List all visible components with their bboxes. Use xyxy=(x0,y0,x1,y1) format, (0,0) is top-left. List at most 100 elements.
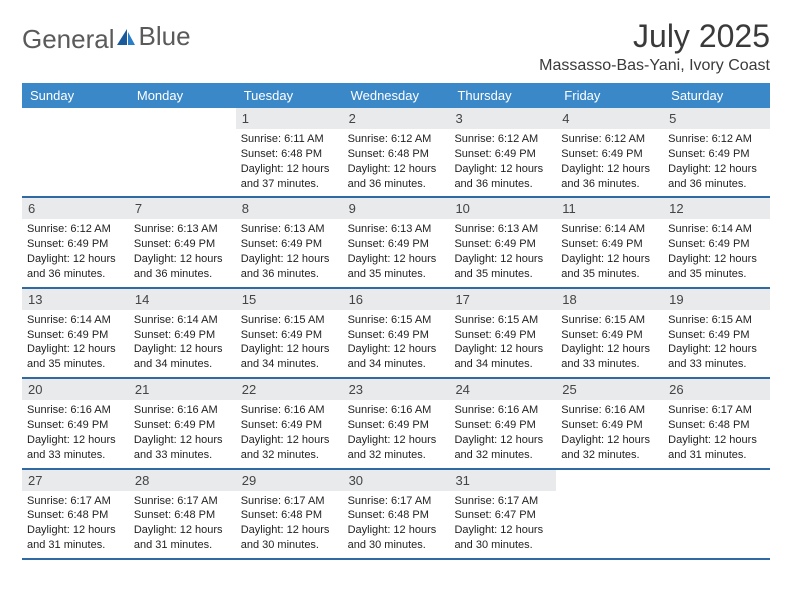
day-content: Sunrise: 6:16 AMSunset: 6:49 PMDaylight:… xyxy=(22,400,129,467)
day-cell: 29Sunrise: 6:17 AMSunset: 6:48 PMDayligh… xyxy=(236,470,343,558)
sunset-text: Sunset: 6:49 PM xyxy=(561,237,658,252)
month-title: July 2025 xyxy=(539,18,770,55)
sunset-text: Sunset: 6:48 PM xyxy=(241,508,338,523)
daylight-text: Daylight: 12 hours and 36 minutes. xyxy=(134,252,231,282)
day-cell: 2Sunrise: 6:12 AMSunset: 6:48 PMDaylight… xyxy=(343,108,450,196)
sunset-text: Sunset: 6:49 PM xyxy=(134,237,231,252)
day-number: 29 xyxy=(236,470,343,491)
week-row: 6Sunrise: 6:12 AMSunset: 6:49 PMDaylight… xyxy=(22,198,770,288)
daylight-text: Daylight: 12 hours and 31 minutes. xyxy=(134,523,231,553)
sunset-text: Sunset: 6:49 PM xyxy=(348,237,445,252)
daylight-text: Daylight: 12 hours and 36 minutes. xyxy=(27,252,124,282)
day-number: 15 xyxy=(236,289,343,310)
sunset-text: Sunset: 6:49 PM xyxy=(27,237,124,252)
week-row: 20Sunrise: 6:16 AMSunset: 6:49 PMDayligh… xyxy=(22,379,770,469)
day-content: Sunrise: 6:12 AMSunset: 6:49 PMDaylight:… xyxy=(663,129,770,196)
sunset-text: Sunset: 6:49 PM xyxy=(668,147,765,162)
sunset-text: Sunset: 6:48 PM xyxy=(668,418,765,433)
day-number: 27 xyxy=(22,470,129,491)
weekday-header: Friday xyxy=(556,83,663,108)
sunrise-text: Sunrise: 6:14 AM xyxy=(668,222,765,237)
sunrise-text: Sunrise: 6:17 AM xyxy=(27,494,124,509)
day-number: 28 xyxy=(129,470,236,491)
sunrise-text: Sunrise: 6:17 AM xyxy=(348,494,445,509)
daylight-text: Daylight: 12 hours and 36 minutes. xyxy=(241,252,338,282)
day-content: Sunrise: 6:13 AMSunset: 6:49 PMDaylight:… xyxy=(129,219,236,286)
day-number: 24 xyxy=(449,379,556,400)
sunrise-text: Sunrise: 6:12 AM xyxy=(27,222,124,237)
day-cell: 4Sunrise: 6:12 AMSunset: 6:49 PMDaylight… xyxy=(556,108,663,196)
day-number: 23 xyxy=(343,379,450,400)
day-content: Sunrise: 6:17 AMSunset: 6:48 PMDaylight:… xyxy=(129,491,236,558)
sunrise-text: Sunrise: 6:12 AM xyxy=(668,132,765,147)
sunset-text: Sunset: 6:49 PM xyxy=(348,418,445,433)
day-cell xyxy=(663,470,770,558)
daylight-text: Daylight: 12 hours and 32 minutes. xyxy=(561,433,658,463)
day-number: 31 xyxy=(449,470,556,491)
day-cell: 13Sunrise: 6:14 AMSunset: 6:49 PMDayligh… xyxy=(22,289,129,377)
day-cell: 5Sunrise: 6:12 AMSunset: 6:49 PMDaylight… xyxy=(663,108,770,196)
sunset-text: Sunset: 6:49 PM xyxy=(134,328,231,343)
day-cell: 1Sunrise: 6:11 AMSunset: 6:48 PMDaylight… xyxy=(236,108,343,196)
week-row: 1Sunrise: 6:11 AMSunset: 6:48 PMDaylight… xyxy=(22,108,770,198)
calendar-page: General Blue July 2025 Massasso-Bas-Yani… xyxy=(0,0,792,572)
sunset-text: Sunset: 6:48 PM xyxy=(348,147,445,162)
day-content: Sunrise: 6:16 AMSunset: 6:49 PMDaylight:… xyxy=(343,400,450,467)
daylight-text: Daylight: 12 hours and 36 minutes. xyxy=(561,162,658,192)
day-content: Sunrise: 6:12 AMSunset: 6:49 PMDaylight:… xyxy=(556,129,663,196)
day-cell: 14Sunrise: 6:14 AMSunset: 6:49 PMDayligh… xyxy=(129,289,236,377)
day-cell: 30Sunrise: 6:17 AMSunset: 6:48 PMDayligh… xyxy=(343,470,450,558)
sunset-text: Sunset: 6:49 PM xyxy=(454,328,551,343)
day-cell: 24Sunrise: 6:16 AMSunset: 6:49 PMDayligh… xyxy=(449,379,556,467)
day-cell: 28Sunrise: 6:17 AMSunset: 6:48 PMDayligh… xyxy=(129,470,236,558)
day-number: 19 xyxy=(663,289,770,310)
day-content: Sunrise: 6:12 AMSunset: 6:48 PMDaylight:… xyxy=(343,129,450,196)
sunset-text: Sunset: 6:48 PM xyxy=(348,508,445,523)
day-content: Sunrise: 6:11 AMSunset: 6:48 PMDaylight:… xyxy=(236,129,343,196)
sunrise-text: Sunrise: 6:13 AM xyxy=(348,222,445,237)
brand-name-part2: Blue xyxy=(139,21,191,51)
day-number: 3 xyxy=(449,108,556,129)
day-number: 6 xyxy=(22,198,129,219)
daylight-text: Daylight: 12 hours and 32 minutes. xyxy=(241,433,338,463)
daylight-text: Daylight: 12 hours and 32 minutes. xyxy=(348,433,445,463)
daylight-text: Daylight: 12 hours and 35 minutes. xyxy=(561,252,658,282)
day-content: Sunrise: 6:17 AMSunset: 6:47 PMDaylight:… xyxy=(449,491,556,558)
day-cell: 25Sunrise: 6:16 AMSunset: 6:49 PMDayligh… xyxy=(556,379,663,467)
weekday-header: Tuesday xyxy=(236,83,343,108)
day-cell xyxy=(556,470,663,558)
daylight-text: Daylight: 12 hours and 33 minutes. xyxy=(668,342,765,372)
daylight-text: Daylight: 12 hours and 34 minutes. xyxy=(134,342,231,372)
day-content: Sunrise: 6:15 AMSunset: 6:49 PMDaylight:… xyxy=(343,310,450,377)
sunrise-text: Sunrise: 6:13 AM xyxy=(241,222,338,237)
daylight-text: Daylight: 12 hours and 36 minutes. xyxy=(348,162,445,192)
week-row: 13Sunrise: 6:14 AMSunset: 6:49 PMDayligh… xyxy=(22,289,770,379)
day-number: 1 xyxy=(236,108,343,129)
sunrise-text: Sunrise: 6:15 AM xyxy=(241,313,338,328)
day-number: 21 xyxy=(129,379,236,400)
day-cell: 21Sunrise: 6:16 AMSunset: 6:49 PMDayligh… xyxy=(129,379,236,467)
day-number: 4 xyxy=(556,108,663,129)
day-number: 26 xyxy=(663,379,770,400)
sunrise-text: Sunrise: 6:17 AM xyxy=(454,494,551,509)
day-content: Sunrise: 6:17 AMSunset: 6:48 PMDaylight:… xyxy=(343,491,450,558)
day-content: Sunrise: 6:14 AMSunset: 6:49 PMDaylight:… xyxy=(663,219,770,286)
day-number: 22 xyxy=(236,379,343,400)
sunrise-text: Sunrise: 6:15 AM xyxy=(668,313,765,328)
day-content: Sunrise: 6:17 AMSunset: 6:48 PMDaylight:… xyxy=(22,491,129,558)
day-number: 30 xyxy=(343,470,450,491)
day-cell: 26Sunrise: 6:17 AMSunset: 6:48 PMDayligh… xyxy=(663,379,770,467)
sunrise-text: Sunrise: 6:14 AM xyxy=(134,313,231,328)
daylight-text: Daylight: 12 hours and 37 minutes. xyxy=(241,162,338,192)
page-header: General Blue July 2025 Massasso-Bas-Yani… xyxy=(22,18,770,75)
sunset-text: Sunset: 6:49 PM xyxy=(241,328,338,343)
day-number: 5 xyxy=(663,108,770,129)
day-cell xyxy=(129,108,236,196)
daylight-text: Daylight: 12 hours and 33 minutes. xyxy=(561,342,658,372)
day-content: Sunrise: 6:13 AMSunset: 6:49 PMDaylight:… xyxy=(449,219,556,286)
day-number: 10 xyxy=(449,198,556,219)
day-content: Sunrise: 6:15 AMSunset: 6:49 PMDaylight:… xyxy=(449,310,556,377)
sunrise-text: Sunrise: 6:14 AM xyxy=(561,222,658,237)
sunset-text: Sunset: 6:48 PM xyxy=(134,508,231,523)
sunrise-text: Sunrise: 6:17 AM xyxy=(134,494,231,509)
